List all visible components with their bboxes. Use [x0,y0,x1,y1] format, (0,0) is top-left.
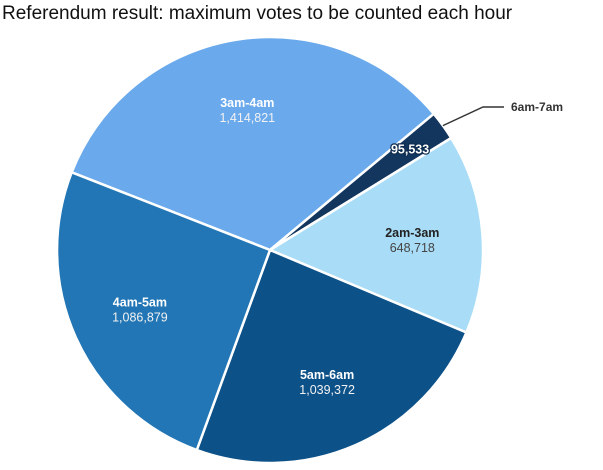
slice-label-4am-5am: 4am-5am [113,296,167,310]
chart-title: Referendum result: maximum votes to be c… [2,3,513,24]
slice-value-2am-3am: 648,718 [390,241,435,255]
slice-label-2am-3am: 2am-3am [385,226,439,240]
slice-label-5am-6am: 5am-6am [300,368,354,382]
pie-slice-5am-6am[interactable] [195,248,468,465]
pie-slice-3am-4am[interactable] [70,35,436,252]
slice-value-6am-7am: 95,533 [391,143,429,157]
slice-value-4am-5am: 1,086,879 [112,311,168,325]
pie-slice-4am-5am[interactable] [55,171,272,452]
slice-value-3am-4am: 1,414,821 [219,111,275,125]
slice-value-5am-6am: 1,039,372 [299,383,355,397]
slice-label-3am-4am: 3am-4am [220,96,274,110]
slice-label-6am-7am: 6am-7am [511,100,563,114]
pie-slice-2am-3am[interactable] [268,136,485,334]
callout-connector-6am-7am [442,106,504,127]
